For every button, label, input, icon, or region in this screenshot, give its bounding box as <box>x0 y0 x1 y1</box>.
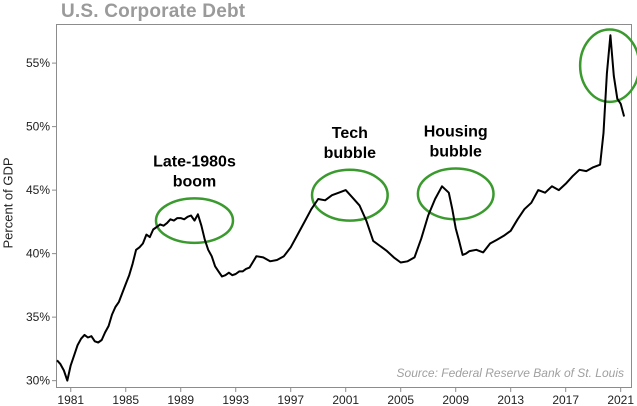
x-tick-label: 1993 <box>222 393 249 406</box>
x-tick-label: 1985 <box>112 393 139 406</box>
annotation-label: Late-1980s <box>153 153 236 170</box>
y-tick-label: 45% <box>26 183 50 197</box>
x-tick-label: 2017 <box>552 393 579 406</box>
annotation-labels: Late-1980s boom Tech bubble Housing bubble <box>153 124 488 191</box>
y-tick-label: 50% <box>26 120 50 134</box>
highlight-circle <box>154 197 235 245</box>
annotation-label: Tech <box>332 125 368 142</box>
chart-title: U.S. Corporate Debt <box>61 1 246 22</box>
annotation-label: bubble <box>429 144 482 161</box>
series-line-corporate-debt <box>56 34 626 382</box>
source-note: Source: Federal Reserve Bank of St. Loui… <box>397 366 624 380</box>
y-axis-ticks: 30% 35% 40% 45% 50% 55% <box>26 56 57 388</box>
x-tick-label: 2021 <box>607 393 634 406</box>
y-tick-label: 30% <box>26 374 50 388</box>
highlight-circles <box>154 28 637 245</box>
x-tick-label: 2013 <box>497 393 524 406</box>
x-axis-ticks: 1981 1985 1989 1993 1997 2001 2005 2009 2013 2017… <box>57 387 634 406</box>
x-tick-label: 2009 <box>442 393 469 406</box>
y-tick-label: 35% <box>26 310 50 324</box>
x-tick-label: 1989 <box>167 393 194 406</box>
x-tick-label: 1997 <box>277 393 304 406</box>
highlight-circle <box>310 168 389 222</box>
highlight-circle <box>416 167 495 221</box>
y-tick-label: 40% <box>26 247 50 261</box>
annotation-label: Housing <box>424 124 488 141</box>
x-tick-label: 1981 <box>57 393 84 406</box>
annotation-label: boom <box>173 173 217 190</box>
x-tick-label: 2001 <box>332 393 359 406</box>
x-tick-label: 2005 <box>387 393 414 406</box>
y-tick-label: 55% <box>26 56 50 70</box>
highlight-circle <box>578 28 637 104</box>
plot-area-frame <box>56 24 632 388</box>
annotation-label: bubble <box>324 145 377 162</box>
